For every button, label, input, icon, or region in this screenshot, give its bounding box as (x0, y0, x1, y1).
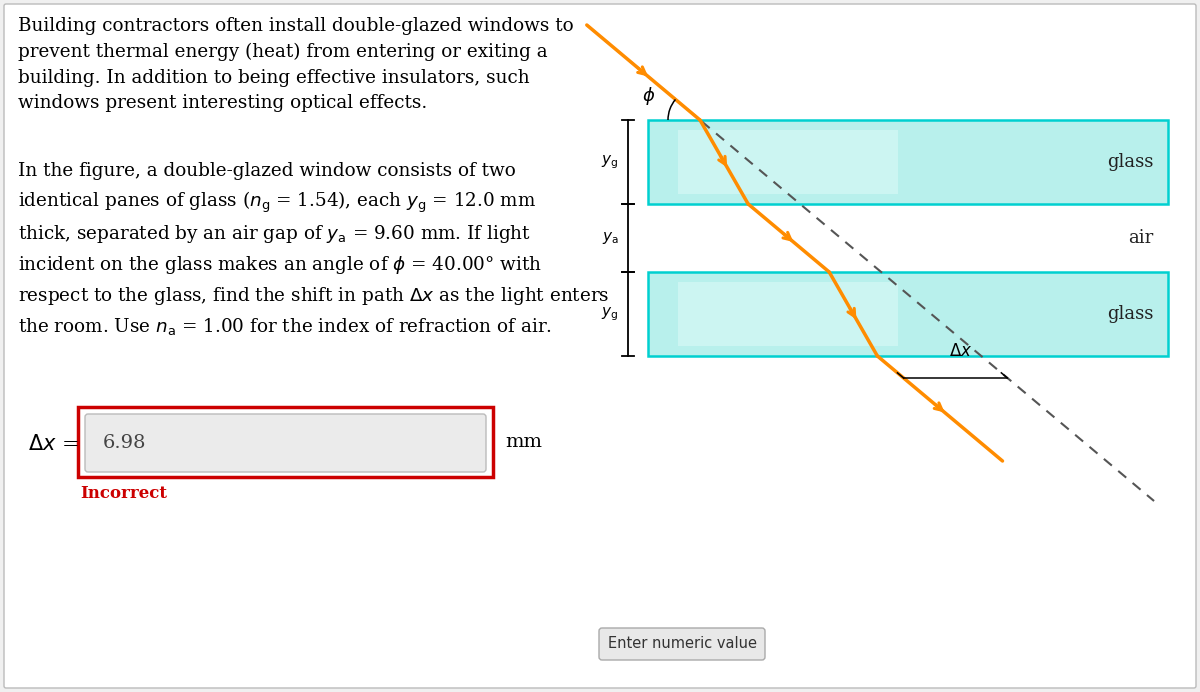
Text: $\phi$: $\phi$ (642, 85, 655, 107)
FancyBboxPatch shape (599, 628, 766, 660)
Text: $y_{\rm g}$: $y_{\rm g}$ (601, 153, 619, 171)
Text: Incorrect: Incorrect (80, 485, 167, 502)
Text: $y_{\rm a}$: $y_{\rm a}$ (601, 230, 618, 246)
Text: Building contractors often install double-glazed windows to
prevent thermal ener: Building contractors often install doubl… (18, 17, 574, 113)
Text: $\Delta x$: $\Delta x$ (949, 343, 972, 360)
Text: $y_{\rm g}$: $y_{\rm g}$ (601, 305, 619, 322)
FancyBboxPatch shape (85, 414, 486, 472)
Text: In the figure, a double-glazed window consists of two
identical panes of glass (: In the figure, a double-glazed window co… (18, 162, 610, 337)
Text: glass: glass (1106, 305, 1153, 323)
Text: air: air (1128, 229, 1153, 247)
Text: mm: mm (505, 433, 542, 451)
FancyBboxPatch shape (4, 4, 1196, 688)
Text: 6.98: 6.98 (103, 434, 146, 452)
Bar (678, 282, 898, 346)
FancyBboxPatch shape (78, 407, 493, 477)
Text: $\Delta x$ =: $\Delta x$ = (28, 434, 79, 454)
Bar (648, 120, 1168, 204)
Text: Enter numeric value: Enter numeric value (607, 637, 756, 651)
Text: glass: glass (1106, 153, 1153, 171)
Bar (648, 272, 1168, 356)
Bar (678, 130, 898, 194)
